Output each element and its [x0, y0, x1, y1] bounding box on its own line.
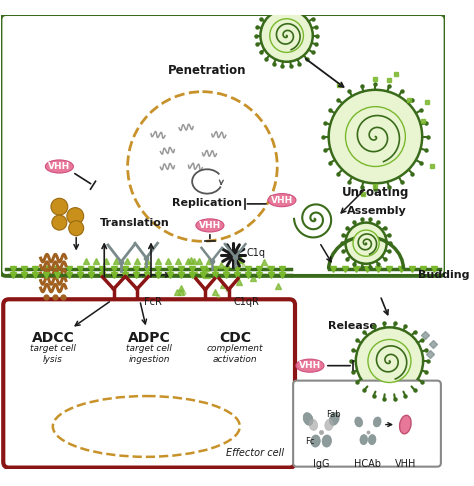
- Circle shape: [328, 90, 422, 183]
- Ellipse shape: [309, 419, 318, 431]
- Text: Fc: Fc: [305, 437, 315, 446]
- Text: ADPC: ADPC: [128, 331, 171, 345]
- Ellipse shape: [303, 413, 313, 425]
- Text: IgG: IgG: [313, 459, 329, 469]
- Ellipse shape: [46, 160, 73, 173]
- Text: C1q: C1q: [246, 248, 265, 259]
- Text: C1qR: C1qR: [233, 297, 259, 308]
- Circle shape: [51, 198, 68, 215]
- Text: VHH: VHH: [48, 162, 71, 171]
- Text: HCAb: HCAb: [355, 459, 382, 469]
- Text: Release: Release: [328, 321, 376, 331]
- Text: Effector cell: Effector cell: [226, 448, 284, 458]
- Circle shape: [128, 92, 277, 242]
- Circle shape: [346, 106, 405, 167]
- Circle shape: [356, 328, 423, 395]
- Circle shape: [353, 230, 379, 256]
- Ellipse shape: [400, 416, 411, 434]
- Text: FcR: FcR: [144, 297, 162, 308]
- Ellipse shape: [296, 359, 324, 372]
- Text: Assembly: Assembly: [347, 207, 407, 216]
- FancyBboxPatch shape: [3, 299, 295, 468]
- Ellipse shape: [360, 434, 367, 445]
- Circle shape: [368, 340, 411, 382]
- Ellipse shape: [311, 435, 320, 447]
- Text: target cell
ingestion: target cell ingestion: [126, 344, 172, 364]
- FancyBboxPatch shape: [293, 381, 441, 467]
- Ellipse shape: [322, 435, 331, 447]
- Text: Uncoating: Uncoating: [342, 186, 409, 199]
- Circle shape: [270, 19, 303, 52]
- Circle shape: [346, 223, 387, 264]
- Ellipse shape: [53, 396, 240, 457]
- Text: VHH: VHH: [395, 459, 416, 469]
- Text: CDC: CDC: [219, 331, 251, 345]
- Ellipse shape: [196, 219, 224, 232]
- Text: Replication: Replication: [172, 198, 242, 208]
- Circle shape: [260, 9, 313, 62]
- Text: VHH: VHH: [199, 221, 221, 230]
- Text: ADCC: ADCC: [31, 331, 74, 345]
- Ellipse shape: [329, 413, 339, 425]
- Ellipse shape: [374, 417, 381, 427]
- Ellipse shape: [355, 417, 363, 427]
- Circle shape: [69, 221, 84, 236]
- Text: Budding: Budding: [418, 270, 469, 280]
- Text: Fab: Fab: [326, 410, 341, 419]
- Text: VHH: VHH: [271, 196, 293, 205]
- Circle shape: [52, 215, 67, 230]
- Text: complement
activation: complement activation: [207, 344, 264, 364]
- Text: Penetration: Penetration: [168, 64, 246, 77]
- FancyBboxPatch shape: [0, 14, 446, 276]
- Ellipse shape: [368, 434, 376, 445]
- Text: target cell
lysis: target cell lysis: [30, 344, 76, 364]
- Ellipse shape: [268, 193, 296, 207]
- Ellipse shape: [325, 419, 333, 431]
- Text: VHH: VHH: [299, 361, 321, 370]
- Text: Translation: Translation: [100, 218, 169, 227]
- Circle shape: [67, 208, 84, 225]
